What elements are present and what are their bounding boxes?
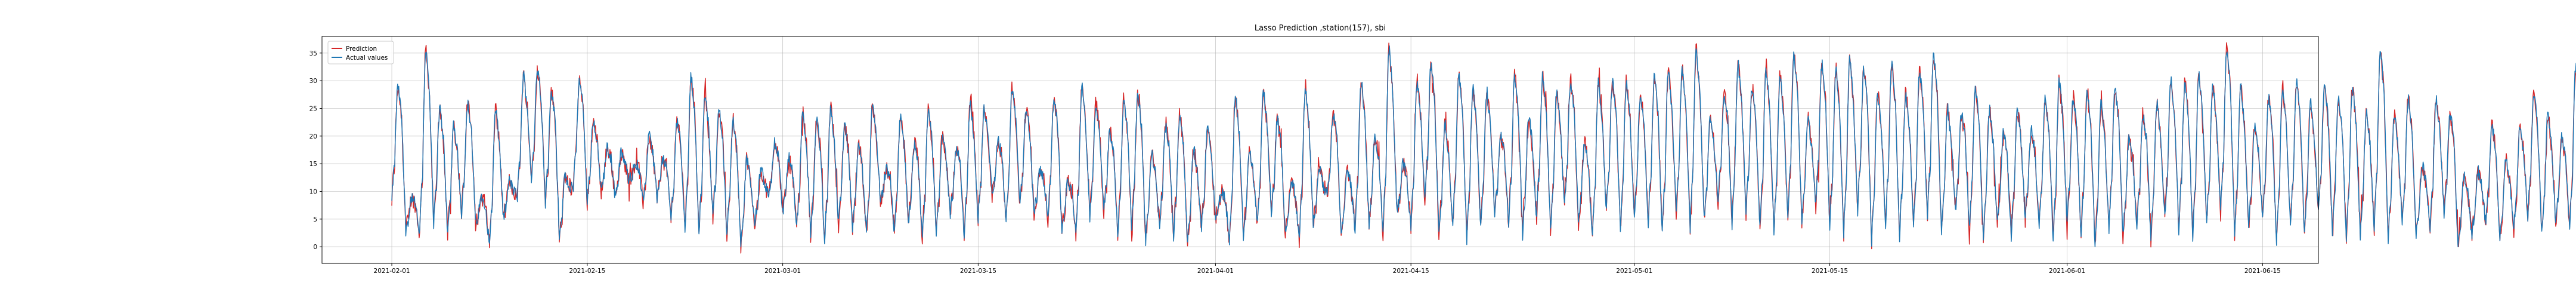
series-layer [391, 42, 2576, 254]
x-tick-label: 2021-03-15 [960, 268, 996, 275]
legend-box [327, 41, 394, 64]
x-tick-label: 2021-06-01 [2049, 268, 2085, 275]
y-tick-label: 15 [309, 161, 317, 168]
legend-label-actual-values: Actual values [346, 54, 388, 62]
x-tick-label: 2021-03-01 [764, 268, 801, 275]
x-tick-label: 2021-02-01 [374, 268, 410, 275]
series-line-prediction [391, 42, 2576, 254]
x-tick-label: 2021-04-01 [1197, 268, 1234, 275]
series-line-actual-values [391, 45, 2576, 247]
x-tick-label: 2021-05-15 [1812, 268, 1848, 275]
x-tick-label: 2021-05-01 [1616, 268, 1652, 275]
plot-frame [321, 36, 2319, 264]
y-tick-label: 0 [313, 244, 317, 251]
tick-layer: 2021-02-01 2021-02-15 2021-03-01 2021-03-15… [309, 50, 2281, 275]
chart-title: Lasso Prediction ,station(157), sbi [1255, 24, 1386, 33]
legend-label-prediction: Prediction [346, 45, 377, 53]
y-tick-label: 25 [309, 105, 317, 112]
y-tick-label: 5 [313, 216, 317, 223]
y-tick-label: 20 [309, 133, 317, 140]
y-tick-label: 35 [309, 50, 317, 57]
x-tick-label: 2021-04-15 [1393, 268, 1429, 275]
x-tick-label: 2021-06-15 [2244, 268, 2281, 275]
grid-layer [322, 36, 2318, 263]
y-tick-label: 30 [309, 78, 317, 85]
legend: Prediction Actual values [327, 41, 394, 64]
y-tick-label: 10 [309, 189, 317, 196]
x-tick-label: 2021-02-15 [569, 268, 605, 275]
